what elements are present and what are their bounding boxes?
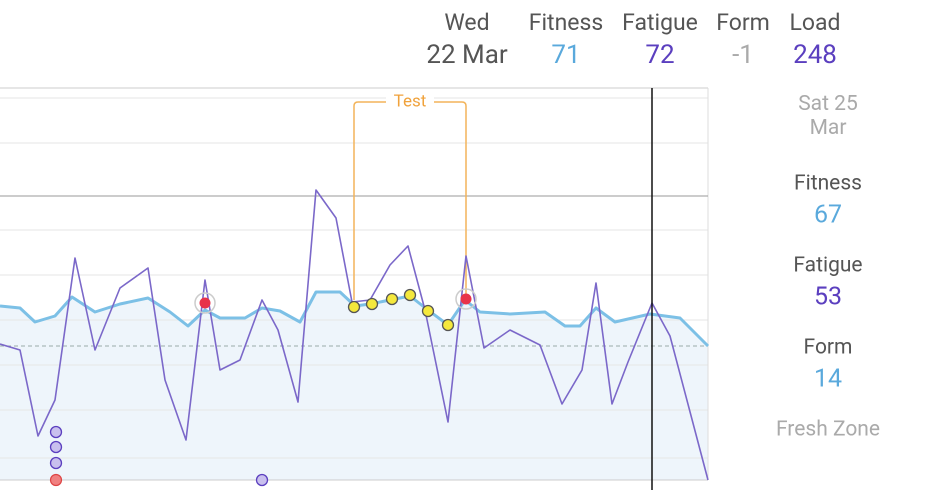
side-label: Fatigue xyxy=(793,254,862,278)
highlight-ring xyxy=(194,292,216,314)
side-value: 67 xyxy=(814,201,842,230)
test-point[interactable] xyxy=(385,292,399,306)
activity-dot[interactable] xyxy=(49,425,63,439)
header-label: Fatigue xyxy=(622,9,698,36)
fatigue-line xyxy=(0,189,709,481)
header-value: 72 xyxy=(645,40,674,70)
event-point[interactable] xyxy=(460,293,472,305)
header-value: 71 xyxy=(551,40,580,70)
header-label: Fitness xyxy=(529,9,603,36)
test-point[interactable] xyxy=(441,318,455,332)
header-value: 22 Mar xyxy=(426,40,508,70)
side-date: Sat 25 Mar xyxy=(798,92,858,140)
header-label: Load xyxy=(790,9,841,36)
fitness-area xyxy=(0,292,708,480)
header-label: Wed xyxy=(444,9,489,36)
header-label: Form xyxy=(716,9,770,36)
side-panel: Fitness 67 Fatigue 53 Form 14 Fresh Zone xyxy=(776,172,880,442)
label-bg xyxy=(386,92,434,112)
highlight-ring xyxy=(455,288,477,310)
activity-dot[interactable] xyxy=(49,456,63,470)
test-point[interactable] xyxy=(403,288,417,302)
side-label: Fitness xyxy=(794,172,862,196)
activity-dot[interactable] xyxy=(255,473,269,487)
activity-dot[interactable] xyxy=(49,473,63,487)
side-zone: Fresh Zone xyxy=(776,418,880,442)
activity-dot[interactable] xyxy=(49,440,63,454)
event-point[interactable] xyxy=(199,297,211,309)
side-label: Form xyxy=(804,336,853,360)
test-points xyxy=(347,288,455,332)
test-point[interactable] xyxy=(365,297,379,311)
header-value: -1 xyxy=(732,40,754,70)
test-bracket xyxy=(353,101,467,300)
activity-dots xyxy=(49,425,269,487)
annotation: Test xyxy=(394,91,427,111)
side-date-box: Sat 25 Mar xyxy=(798,92,858,140)
side-value: 14 xyxy=(814,365,842,394)
test-point[interactable] xyxy=(347,300,361,314)
side-value: 53 xyxy=(814,283,842,312)
header: Wed 22 Mar Fitness 71 Fatigue 72 Form -1… xyxy=(426,9,840,70)
test-point[interactable] xyxy=(421,304,435,318)
header-value: 248 xyxy=(793,40,837,70)
